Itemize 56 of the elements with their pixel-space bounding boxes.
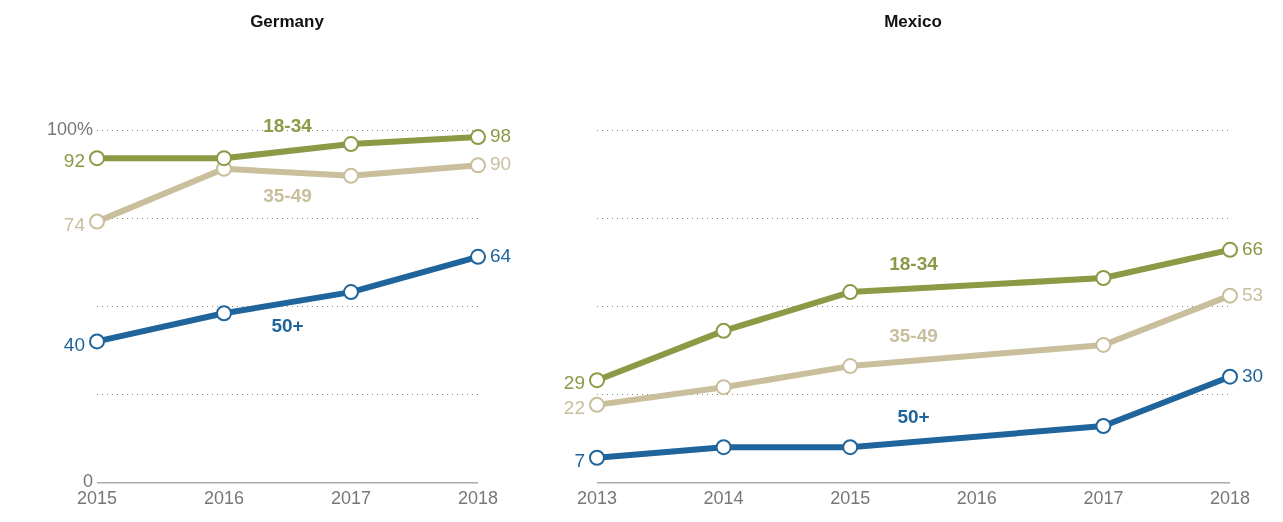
point <box>1222 287 1238 304</box>
series-label: 50+ <box>271 314 304 336</box>
point <box>1222 241 1238 258</box>
data-label: 98 <box>490 125 512 147</box>
x-tick-label: 2018 <box>457 488 499 509</box>
point <box>1095 336 1112 353</box>
data-label: 74 <box>63 213 86 235</box>
chart-title: Germany <box>249 12 325 32</box>
series-label: 18-34 <box>263 115 313 137</box>
chart-title: Mexico <box>883 12 943 32</box>
series-label: 35-49 <box>889 325 938 347</box>
x-tick-label: 2016 <box>956 488 997 509</box>
point <box>343 167 359 184</box>
point <box>589 396 605 413</box>
point <box>343 136 359 153</box>
point <box>89 150 105 167</box>
x-tick-label: 2017 <box>330 488 372 509</box>
point <box>842 439 859 456</box>
data-label: 92 <box>63 150 85 172</box>
data-label: 22 <box>563 397 585 419</box>
x-tick-label: 2014 <box>703 488 744 509</box>
data-label: 64 <box>490 245 512 267</box>
data-label: 29 <box>563 372 585 394</box>
point <box>1222 368 1238 385</box>
point <box>89 333 105 350</box>
x-tick-label: 2017 <box>1083 488 1124 509</box>
data-label: 90 <box>490 153 512 175</box>
point <box>89 213 105 230</box>
x-tick-label: 2018 <box>1209 488 1251 509</box>
data-label: 53 <box>1242 283 1264 305</box>
point <box>1095 418 1112 435</box>
point <box>1095 270 1112 287</box>
series-label: 50+ <box>897 406 930 428</box>
point <box>842 284 859 301</box>
y-tick-label: 100% <box>46 118 93 139</box>
point <box>343 284 359 301</box>
data-label: 40 <box>63 333 85 355</box>
point <box>589 372 605 389</box>
data-label: 30 <box>1242 364 1264 386</box>
x-tick-label: 2015 <box>830 488 871 509</box>
point <box>715 379 732 396</box>
point <box>715 322 732 339</box>
point <box>470 129 486 146</box>
point <box>470 157 486 174</box>
x-tick-label: 2013 <box>576 488 618 509</box>
point <box>842 358 859 375</box>
data-label: 7 <box>574 449 585 471</box>
point <box>470 248 486 265</box>
point <box>715 439 732 456</box>
point <box>589 449 605 466</box>
point <box>216 305 232 322</box>
series-label: 35-49 <box>263 184 312 206</box>
series-label: 18-34 <box>889 252 939 274</box>
point <box>216 150 232 167</box>
x-tick-label: 2016 <box>203 488 245 509</box>
data-label: 66 <box>1242 238 1264 260</box>
